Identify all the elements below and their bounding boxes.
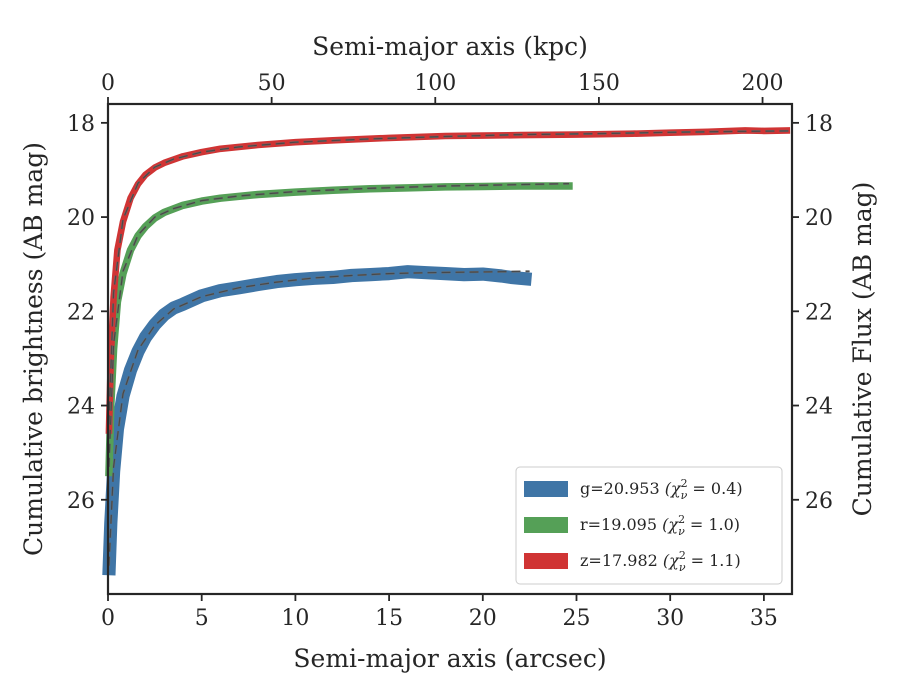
x2-tick-label-1: 50 — [258, 71, 286, 96]
model-curve-dark-0 — [108, 270, 530, 566]
series-band-1 — [105, 182, 573, 477]
y2-tick-label-4: 26 — [805, 489, 833, 514]
x2-tick-label-3: 150 — [578, 71, 620, 96]
y2-tick-label-2: 22 — [805, 300, 833, 325]
y2-axis-label: Cumulative Flux (AB mag) — [848, 182, 877, 517]
series-band-0 — [102, 265, 533, 576]
x-tick-label-2: 10 — [281, 606, 309, 631]
y2-tick-label-0: 18 — [805, 112, 833, 137]
model-curve-1 — [107, 182, 570, 467]
series-band-2 — [105, 127, 791, 434]
y-tick-label-4: 26 — [67, 489, 95, 514]
y-tick-label-1: 20 — [67, 206, 95, 231]
y2-tick-label-3: 24 — [805, 395, 833, 420]
axis-tick-labels: 0 5 10 15 20 25 30 35 0 50 100 150 200 18 20 22 24 26 18 20… — [67, 71, 833, 631]
x-tick-label-5: 25 — [562, 606, 590, 631]
y-axis-label: Cumulative brightness (AB mag) — [19, 142, 48, 556]
model-curve-dark-2 — [108, 130, 791, 425]
legend-label-1: r=19.095 (χ2 ν = 1.0) — [580, 513, 740, 538]
x-tick-label-0: 0 — [101, 606, 115, 631]
model-curves — [107, 129, 791, 566]
x2-tick-label-0: 0 — [101, 71, 115, 96]
axis-ticks — [101, 97, 799, 601]
x2-tick-label-4: 200 — [742, 71, 784, 96]
x2-tick-label-2: 100 — [414, 71, 456, 96]
y2-tick-label-1: 20 — [805, 206, 833, 231]
x-tick-label-1: 5 — [195, 606, 209, 631]
legend-swatch-0 — [524, 481, 568, 497]
legend-box — [515, 466, 783, 585]
model-curve-dark-1 — [108, 183, 570, 467]
x-axis-label: Semi-major axis (arcsec) — [293, 644, 606, 673]
y-tick-label-0: 18 — [67, 112, 95, 137]
legend-label-2: z=17.982 (χ2 ν = 1.1) — [580, 549, 741, 574]
x-tick-label-3: 15 — [375, 606, 403, 631]
y-tick-label-2: 22 — [67, 300, 95, 325]
legend-swatch-2 — [524, 553, 568, 569]
legend-label-0: g=20.953 (χ2 ν = 0.4) — [580, 477, 743, 502]
y-tick-label-3: 24 — [67, 395, 95, 420]
x-tick-label-7: 35 — [750, 606, 778, 631]
plot-frame — [106, 102, 794, 596]
x2-axis-label: Semi-major axis (kpc) — [312, 32, 588, 61]
x-tick-label-6: 30 — [656, 606, 684, 631]
legend-swatch-1 — [524, 517, 568, 533]
x-tick-label-4: 20 — [469, 606, 497, 631]
legend: g=20.953 (χ2 ν = 0.4) r=19.095 (χ2 ν = 1.0)… — [515, 466, 783, 585]
